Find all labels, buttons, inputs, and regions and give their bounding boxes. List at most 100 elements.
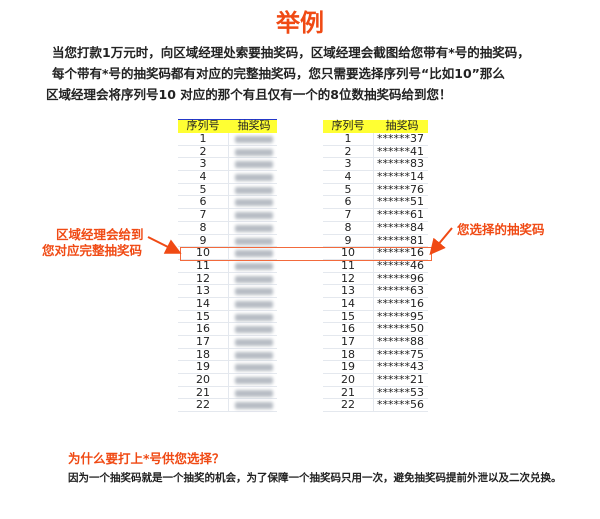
table-row: 12 (178, 272, 277, 286)
seq-cell: 14 (196, 296, 210, 310)
table-row: 15 ******95 (323, 309, 428, 324)
seq-cell: 13 (196, 284, 210, 298)
table-row: 15 (178, 310, 277, 324)
blurred-code-cell (228, 196, 277, 209)
seq-cell: 16 (196, 322, 210, 336)
masked-code-cell: ******14 (373, 170, 428, 183)
masked-code-cell: ******84 (373, 221, 428, 234)
masked-code-cell: ******56 (373, 399, 428, 412)
table-row: 19 ******43 (323, 361, 428, 375)
table-row: 6 (178, 195, 277, 210)
table-row: 7 (178, 208, 277, 222)
blurred-code (235, 313, 273, 321)
blurred-code-cell (228, 234, 277, 247)
seq-cell: 10 (196, 246, 210, 260)
table-row: 5 ******76 (323, 182, 428, 197)
header-code: 抽奖码 (385, 119, 419, 132)
masked-code-cell: ******83 (373, 158, 428, 171)
seq-cell: 12 (341, 271, 355, 285)
blurred-code (235, 339, 273, 346)
right-label: 您选择的抽奖码 (457, 222, 545, 237)
seq-cell: 3 (199, 157, 207, 171)
blurred-code (235, 288, 273, 296)
seq-cell: 2 (199, 144, 207, 158)
masked-code-cell: ******37 (373, 132, 428, 145)
seq-cell: 6 (199, 195, 207, 209)
seq-cell: 8 (344, 220, 352, 234)
seq-cell: 15 (341, 309, 355, 323)
header-seq: 序列号 (186, 119, 220, 132)
masked-code-cell: ******88 (373, 335, 428, 348)
blurred-code-cell (228, 158, 277, 171)
answer-text: 因为一个抽奖码就是一个抽奖的机会，为了保障一个抽奖码只用一次，避免抽奖码提前外泄… (68, 472, 562, 484)
table-row: 3 ******83 (323, 158, 428, 172)
blurred-code (235, 237, 273, 245)
blurred-code-cell (228, 310, 277, 323)
seq-cell: 13 (341, 284, 355, 298)
blurred-code-cell (228, 399, 277, 412)
table-row: 13 (178, 285, 277, 298)
seq-cell: 22 (341, 398, 355, 412)
table-row: 6 ******51 (323, 195, 428, 210)
masked-code-cell: ******21 (373, 373, 428, 386)
blurred-code (235, 136, 273, 143)
seq-cell: 9 (344, 233, 352, 247)
left-label-line-2: 您对应完整抽奖码 (42, 243, 143, 258)
masked-code-cell: ******16 (373, 297, 428, 310)
seq-cell: 17 (341, 335, 355, 348)
seq-cell: 17 (196, 335, 210, 348)
table-row: 14 (178, 296, 277, 311)
table-row: 16 (178, 323, 277, 336)
full-code-table: 序列号 抽奖码 1 2 3 4 5 6 7 8 9 10 11 12 13 14 15 16 17 18 19 20 2… (178, 119, 277, 413)
blurred-code-cell (228, 323, 277, 335)
blurred-code (235, 224, 273, 232)
seq-cell: 21 (341, 385, 355, 399)
seq-cell: 1 (199, 132, 207, 145)
seq-cell: 18 (341, 347, 355, 361)
table-row: 1 (178, 132, 277, 146)
table-row: 2 ******41 (323, 144, 428, 159)
blurred-code-cell (228, 297, 277, 310)
question-heading: 为什么要打上*号供您选择？ (68, 451, 225, 466)
blurred-code-cell (228, 221, 277, 234)
masked-code-cell: ******51 (373, 196, 428, 209)
seq-cell: 6 (344, 195, 352, 209)
blurred-code (235, 174, 273, 182)
seq-cell: 10 (341, 246, 355, 260)
masked-code-cell: ******50 (373, 323, 428, 335)
masked-code-cell: ******43 (373, 361, 428, 374)
blurred-code-cell (228, 386, 277, 399)
intro-line-1: 当您打款1万元时，向区域经理处索要抽奖码，区域经理会截图给您带有*号的抽奖码， (52, 45, 530, 60)
seq-cell: 2 (344, 144, 352, 158)
table-row: 10 ******16 (323, 247, 428, 260)
blurred-code (235, 275, 273, 283)
blurred-code-cell (228, 361, 277, 374)
table-row: 22 (178, 398, 277, 413)
blurred-code (235, 148, 273, 156)
table-row: 9 ******81 (323, 233, 428, 248)
table-row: 18 (178, 347, 277, 362)
seq-cell: 22 (196, 398, 210, 412)
left-label-line-1: 区域经理会给到 (56, 227, 144, 242)
table-row: 20 (178, 373, 277, 387)
table-row: 9 (178, 234, 277, 248)
blurred-code (235, 186, 273, 194)
blurred-code (235, 262, 273, 270)
seq-cell: 5 (344, 182, 352, 196)
seq-cell: 7 (199, 208, 207, 222)
table-row: 1 ******37 (323, 132, 428, 146)
table-row: 11 ******46 (323, 259, 428, 273)
blurred-code-cell (228, 171, 277, 183)
intro-line-2: 每个带有*号的抽奖码都有对应的完整抽奖码，您只需要选择序列号“比如10”那么 (52, 66, 505, 81)
masked-code-cell: ******63 (373, 285, 428, 297)
table-row: 17 (178, 335, 277, 349)
table-row: 16 ******50 (323, 323, 428, 336)
table-row: 4 (178, 170, 277, 184)
blurred-code (235, 351, 273, 359)
blurred-code-cell (228, 145, 277, 158)
page-title: 举例 (276, 9, 324, 37)
masked-code-table: 序列号 抽奖码 1 ******37 2 ******41 3 ******83 4 ****… (323, 119, 428, 413)
seq-cell: 18 (196, 347, 210, 361)
